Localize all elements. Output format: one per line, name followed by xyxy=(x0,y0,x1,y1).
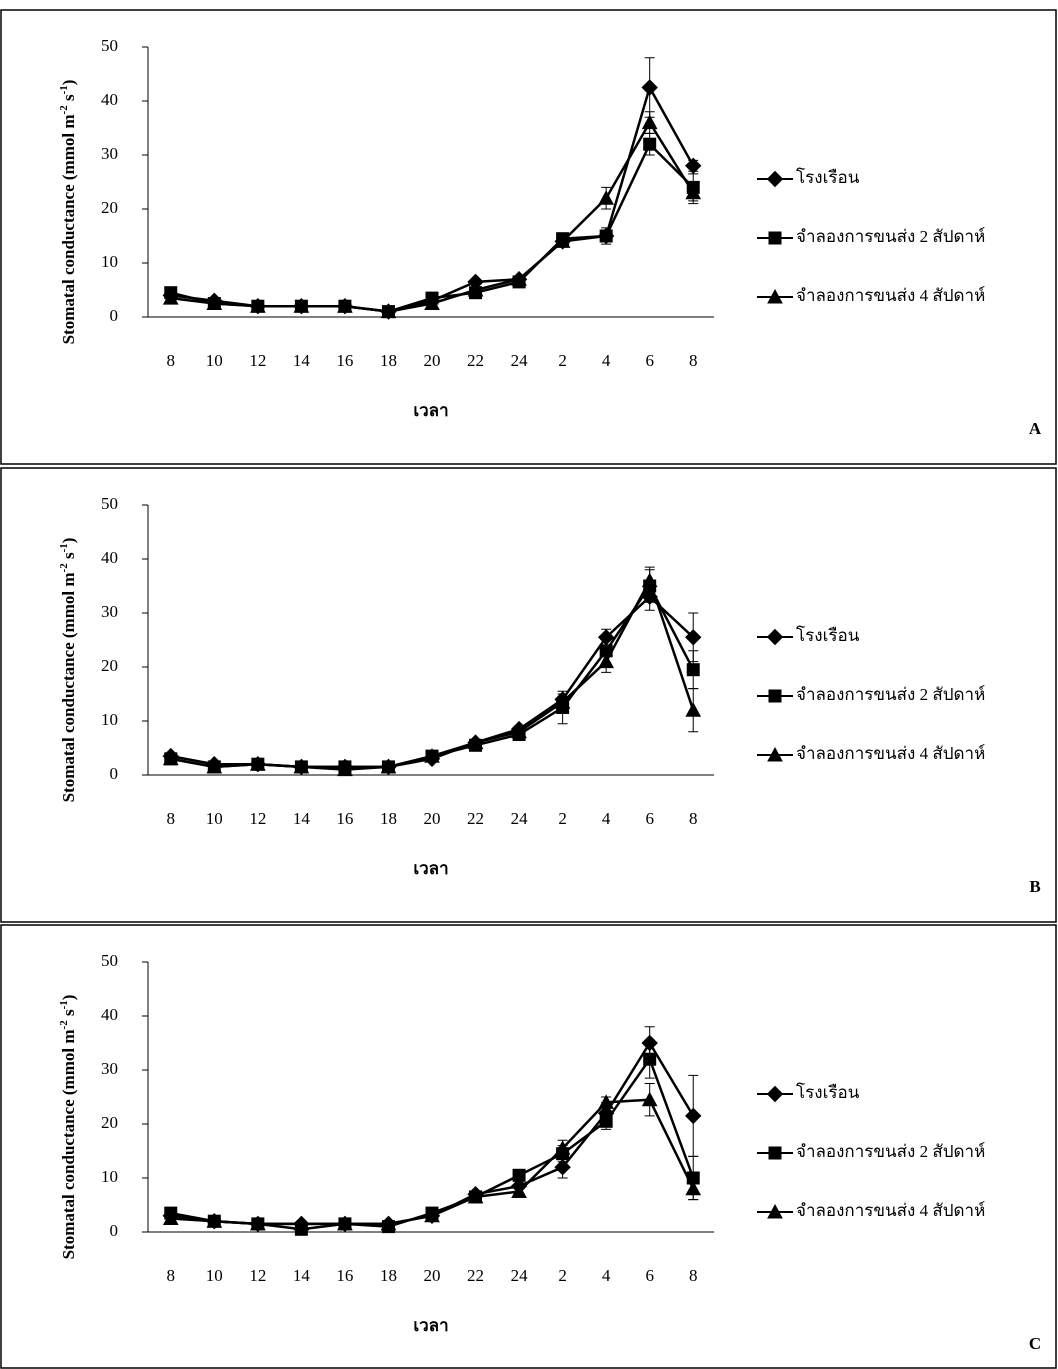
y-tick-label: 20 xyxy=(101,198,118,217)
x-tick-label: 24 xyxy=(511,809,529,828)
x-tick-label: 12 xyxy=(249,351,266,370)
data-point xyxy=(600,1115,612,1127)
y-tick-label: 10 xyxy=(101,710,118,729)
x-tick-label: 18 xyxy=(380,809,397,828)
y-axis-label-part: Stomatal conductance (mmol m xyxy=(59,114,78,344)
x-tick-label: 22 xyxy=(467,351,484,370)
y-tick-label: 40 xyxy=(101,548,118,567)
x-tick-label: 6 xyxy=(645,1266,654,1285)
x-tick-label: 14 xyxy=(293,351,311,370)
x-tick-label: 8 xyxy=(167,809,176,828)
panel-label: B xyxy=(1029,877,1040,896)
y-axis-label-part: s xyxy=(59,94,78,105)
legend-label: จำลองการขนส่ง 2 สัปดาห์ xyxy=(796,1142,985,1161)
y-tick-label: 50 xyxy=(101,494,118,513)
x-tick-label: 4 xyxy=(602,351,611,370)
y-tick-label: 50 xyxy=(101,951,118,970)
legend-marker xyxy=(769,690,781,702)
legend-marker xyxy=(769,232,781,244)
y-tick-label: 20 xyxy=(101,656,118,675)
legend-label: จำลองการขนส่ง 2 สัปดาห์ xyxy=(796,685,985,704)
x-tick-label: 6 xyxy=(645,809,654,828)
x-tick-label: 16 xyxy=(336,809,353,828)
x-tick-label: 20 xyxy=(424,1266,441,1285)
y-axis-label-part: Stomatal conductance (mmol m xyxy=(59,1029,78,1259)
x-axis-label: เวลา xyxy=(413,1316,448,1335)
y-axis-label-part: Stomatal conductance (mmol m xyxy=(59,572,78,802)
data-point xyxy=(687,664,699,676)
y-tick-label: 0 xyxy=(110,1221,119,1240)
legend-label: จำลองการขนส่ง 4 สัปดาห์ xyxy=(796,286,985,305)
y-axis-label-part: ) xyxy=(59,995,78,1001)
y-axis-label: Stomatal conductance (mmol m-2 s-1) xyxy=(58,538,78,803)
y-axis-label-part: ) xyxy=(59,80,78,86)
data-point xyxy=(513,1169,525,1181)
x-tick-label: 12 xyxy=(249,1266,266,1285)
y-tick-label: 10 xyxy=(101,252,118,271)
y-axis-label: Stomatal conductance (mmol m-2 s-1) xyxy=(58,995,78,1260)
x-tick-label: 8 xyxy=(167,1266,176,1285)
figure: 01020304050810121416182022242468เวลาASto… xyxy=(0,0,1058,1369)
y-axis-label-part: -1 xyxy=(58,1000,70,1009)
x-tick-label: 16 xyxy=(336,351,353,370)
x-tick-label: 6 xyxy=(645,351,654,370)
x-tick-label: 2 xyxy=(558,351,567,370)
y-tick-label: 10 xyxy=(101,1167,118,1186)
x-tick-label: 16 xyxy=(336,1266,353,1285)
x-tick-label: 4 xyxy=(602,809,611,828)
x-tick-label: 22 xyxy=(467,809,484,828)
y-tick-label: 0 xyxy=(110,306,119,325)
legend-label: จำลองการขนส่ง 4 สัปดาห์ xyxy=(796,744,985,763)
x-tick-label: 8 xyxy=(689,1266,698,1285)
y-axis-label-part: ) xyxy=(59,538,78,544)
y-tick-label: 20 xyxy=(101,1113,118,1132)
x-tick-label: 14 xyxy=(293,809,311,828)
x-tick-label: 10 xyxy=(206,809,223,828)
x-tick-label: 12 xyxy=(249,809,266,828)
legend-label: โรงเรือน xyxy=(796,167,860,187)
x-tick-label: 24 xyxy=(511,351,529,370)
x-tick-label: 22 xyxy=(467,1266,484,1285)
y-axis-label-part: -1 xyxy=(58,85,70,94)
x-tick-label: 8 xyxy=(167,351,176,370)
legend-marker xyxy=(769,1147,781,1159)
y-tick-label: 40 xyxy=(101,1005,118,1024)
x-tick-label: 2 xyxy=(558,1266,567,1285)
legend-label: โรงเรือน xyxy=(796,1082,860,1102)
data-point xyxy=(644,1053,656,1065)
x-tick-label: 24 xyxy=(511,1266,529,1285)
x-tick-label: 18 xyxy=(380,1266,397,1285)
y-tick-label: 30 xyxy=(101,602,118,621)
panel-label: C xyxy=(1029,1334,1041,1353)
legend-label: จำลองการขนส่ง 2 สัปดาห์ xyxy=(796,227,985,246)
x-axis-label: เวลา xyxy=(413,859,448,878)
y-tick-label: 0 xyxy=(110,764,119,783)
panel-label: A xyxy=(1029,419,1042,438)
x-tick-label: 8 xyxy=(689,351,698,370)
data-point xyxy=(600,230,612,242)
y-axis-label-part: -1 xyxy=(58,543,70,552)
x-tick-label: 2 xyxy=(558,809,567,828)
x-tick-label: 20 xyxy=(424,809,441,828)
data-point xyxy=(644,138,656,150)
y-tick-label: 50 xyxy=(101,36,118,55)
y-axis-label: Stomatal conductance (mmol m-2 s-1) xyxy=(58,80,78,345)
x-tick-label: 8 xyxy=(689,809,698,828)
legend-label: จำลองการขนส่ง 4 สัปดาห์ xyxy=(796,1201,985,1220)
x-tick-label: 4 xyxy=(602,1266,611,1285)
x-tick-label: 10 xyxy=(206,351,223,370)
legend-label: โรงเรือน xyxy=(796,625,860,645)
x-tick-label: 18 xyxy=(380,351,397,370)
x-tick-label: 14 xyxy=(293,1266,311,1285)
y-tick-label: 30 xyxy=(101,144,118,163)
x-axis-label: เวลา xyxy=(413,401,448,420)
y-axis-label-part: s xyxy=(59,1009,78,1020)
y-tick-label: 30 xyxy=(101,1059,118,1078)
x-tick-label: 10 xyxy=(206,1266,223,1285)
x-tick-label: 20 xyxy=(424,351,441,370)
y-axis-label-part: s xyxy=(59,552,78,563)
y-tick-label: 40 xyxy=(101,90,118,109)
